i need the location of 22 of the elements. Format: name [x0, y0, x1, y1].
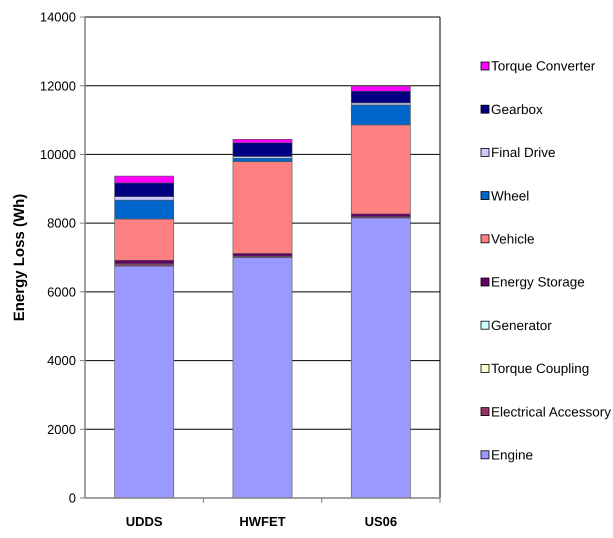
y-tick-label: 6000: [47, 284, 76, 300]
legend-label: Energy Storage: [491, 274, 585, 290]
x-tick-label: US06: [364, 514, 398, 529]
legend-label: Final Drive: [491, 145, 556, 160]
y-axis-title: Energy Loss (Wh): [11, 194, 28, 322]
legend-label: Engine: [491, 448, 534, 463]
legend-label: Wheel: [491, 188, 530, 204]
y-tick-label: 8000: [47, 216, 76, 231]
x-tick-label: UDDS: [126, 514, 163, 529]
legend-label: Torque Coupling: [491, 361, 590, 376]
y-tick-label: 10000: [40, 146, 76, 162]
y-tick-label: 14000: [40, 10, 76, 25]
legend-label: Gearbox: [491, 102, 544, 117]
y-tick-label: 2000: [47, 422, 76, 437]
legend-label: Electrical Accessory: [491, 404, 612, 420]
legend-label: Generator: [491, 318, 552, 333]
legend-label: Vehicle: [491, 232, 535, 247]
y-tick-label: 4000: [47, 353, 76, 368]
y-tick-label: 12000: [40, 78, 76, 94]
legend-label: Torque Converter: [491, 58, 596, 74]
x-tick-label: HWFET: [239, 514, 286, 529]
y-tick-label: 0: [68, 490, 76, 506]
